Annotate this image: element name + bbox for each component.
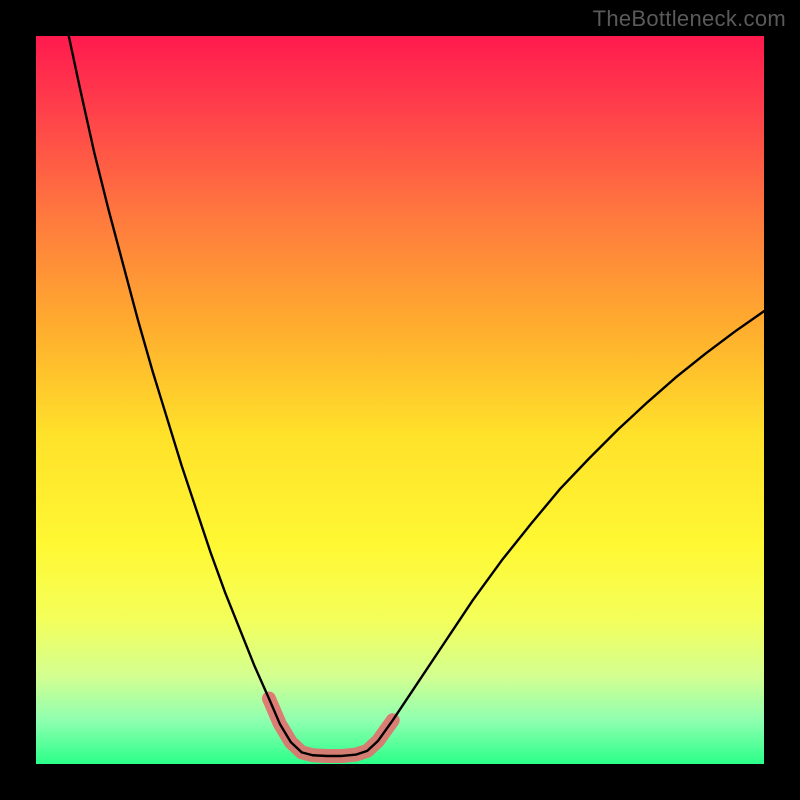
watermark-text: TheBottleneck.com: [593, 6, 786, 32]
chart-background: [36, 36, 764, 764]
chart-frame: TheBottleneck.com: [0, 0, 800, 800]
bottleneck-curve-chart: [36, 36, 764, 764]
plot-area: [36, 36, 764, 764]
